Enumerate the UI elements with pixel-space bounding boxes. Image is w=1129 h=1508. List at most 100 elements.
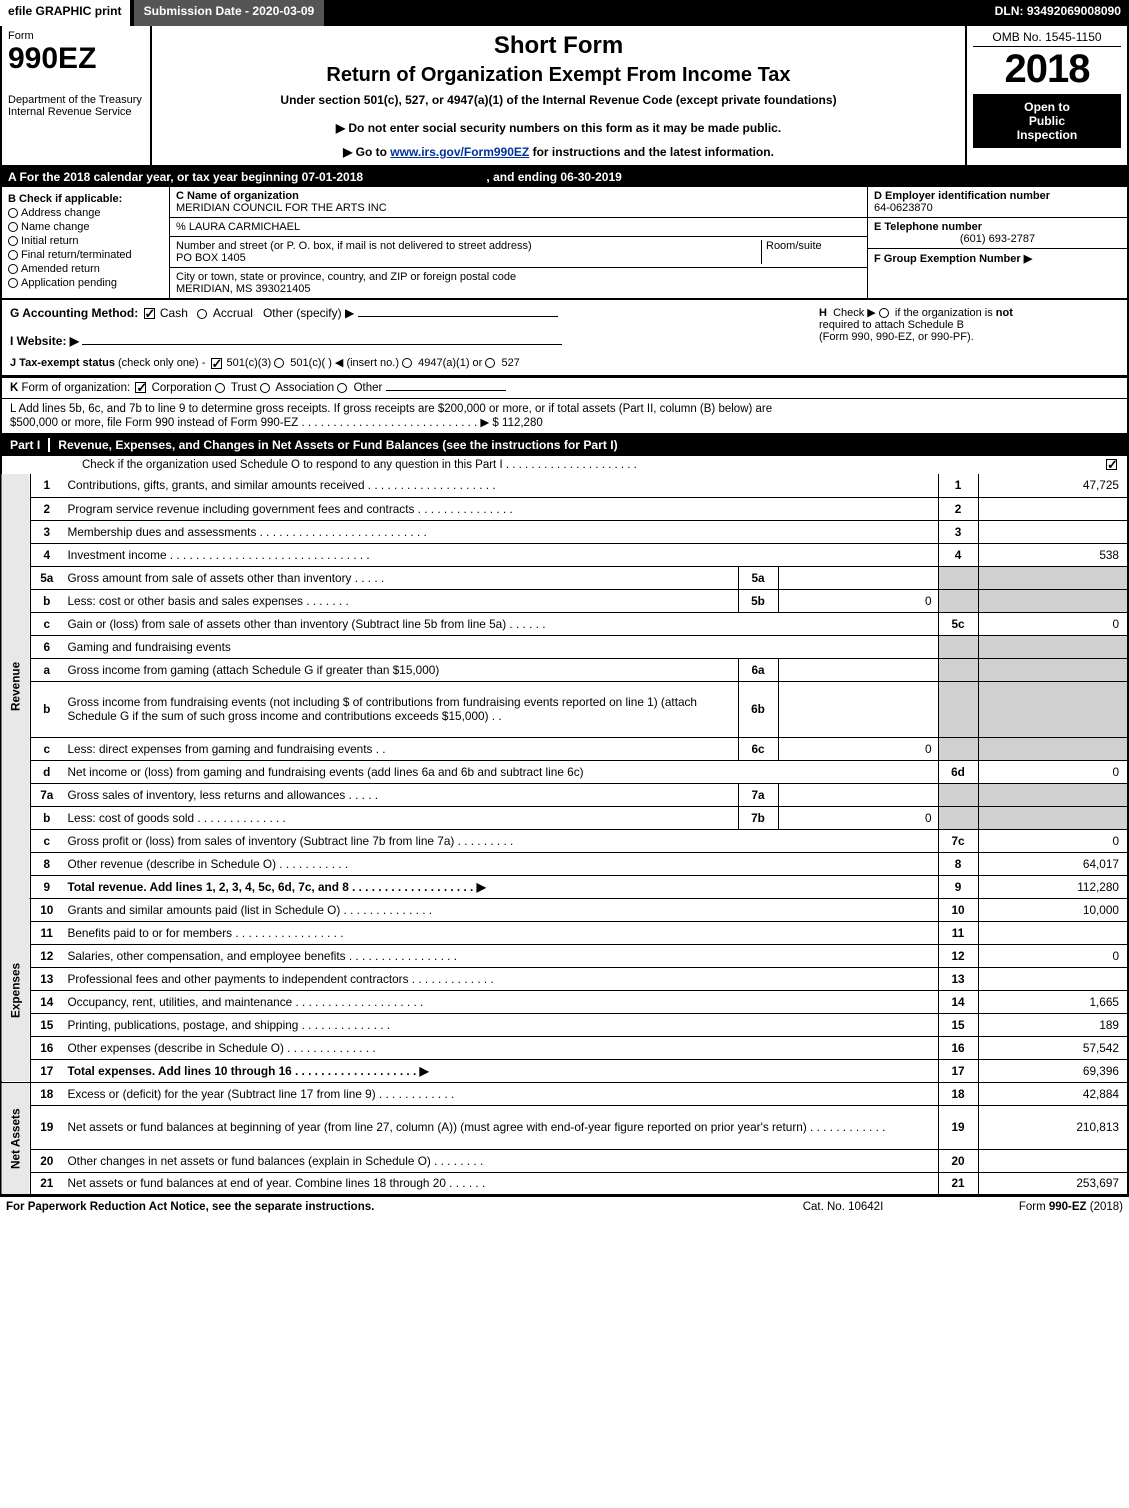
line-no: c [31,737,63,760]
j-501c3[interactable] [211,358,222,369]
b-item-address[interactable]: Address change [8,207,163,219]
line-no: 16 [31,1036,63,1059]
line-amt: 42,884 [978,1082,1128,1105]
instructions-link[interactable]: www.irs.gov/Form990EZ [390,145,529,159]
b-item-amended[interactable]: Amended return [8,263,163,275]
line-desc: Net assets or fund balances at beginning… [63,1105,939,1149]
line-amt: 0 [978,944,1128,967]
form-header: Form 990EZ Department of the Treasury In… [0,26,1129,167]
line-amt: 210,813 [978,1105,1128,1149]
efile-label[interactable]: efile GRAPHIC print [0,0,130,26]
line-amt: 69,396 [978,1059,1128,1082]
ssn-warning: ▶ Do not enter social security numbers o… [162,121,955,135]
b-item-initial[interactable]: Initial return [8,235,163,247]
d-ein: 64-0623870 [874,202,1121,214]
line-box [938,737,978,760]
line-amt [978,967,1128,990]
inner-box: 6a [738,658,778,681]
submission-date: Submission Date - 2020-03-09 [134,0,325,26]
b-item-pending[interactable]: Application pending [8,277,163,289]
line-box: 8 [938,852,978,875]
line-box [938,681,978,737]
line-desc: Less: cost of goods sold . . . . . . . .… [63,806,739,829]
line-desc: Gross profit or (loss) from sales of inv… [63,829,939,852]
g-accrual-check[interactable] [197,309,207,319]
line-amt [978,737,1128,760]
e-label: E Telephone number [874,221,1121,233]
line-desc: Total expenses. Add lines 10 through 16 … [63,1059,939,1082]
j-527[interactable] [485,358,495,368]
footer-cat: Cat. No. 10642I [743,1201,943,1213]
footer-left: For Paperwork Reduction Act Notice, see … [6,1201,743,1213]
city-val: MERIDIAN, MS 393021405 [176,283,861,295]
line-amt: 112,280 [978,875,1128,898]
line-box: 7c [938,829,978,852]
line-box: 15 [938,1013,978,1036]
line-no: 15 [31,1013,63,1036]
line-box: 13 [938,967,978,990]
h-line1: H Check ▶ if the organization is not [819,306,1119,319]
k-trust[interactable] [215,383,225,393]
go-post: for instructions and the latest informat… [529,145,774,159]
footer: For Paperwork Reduction Act Notice, see … [0,1196,1129,1217]
section-c: C Name of organization MERIDIAN COUNCIL … [170,187,867,298]
footer-form: Form 990-EZ (2018) [943,1201,1123,1213]
line-desc: Total revenue. Add lines 1, 2, 3, 4, 5c,… [63,875,939,898]
line-box [938,589,978,612]
section-b: B Check if applicable: Address change Na… [2,187,170,298]
inner-amt: 0 [778,806,938,829]
side-label: Revenue [1,474,31,898]
inner-amt [778,681,938,737]
dln: DLN: 93492069008090 [987,0,1129,26]
k-corp[interactable] [135,382,146,393]
line-amt: 189 [978,1013,1128,1036]
street-val: PO BOX 1405 [176,252,761,264]
side-label: Net Assets [1,1082,31,1195]
part-i-header: Part I Revenue, Expenses, and Changes in… [0,434,1129,456]
lines-table: Revenue1Contributions, gifts, grants, an… [0,474,1129,1196]
line-no: 7a [31,783,63,806]
line-desc: Investment income . . . . . . . . . . . … [63,543,939,566]
k-other[interactable] [337,383,347,393]
line-no: 17 [31,1059,63,1082]
line-desc: Less: cost or other basis and sales expe… [63,589,739,612]
line-desc: Gross income from fundraising events (no… [63,681,739,737]
line-no: 21 [31,1172,63,1195]
k-assoc[interactable] [260,383,270,393]
line-desc: Gross amount from sale of assets other t… [63,566,739,589]
line-box: 9 [938,875,978,898]
short-form-title: Short Form [162,32,955,60]
line-desc: Net income or (loss) from gaming and fun… [63,760,939,783]
form-number: 990EZ [8,42,144,76]
inner-amt [778,566,938,589]
j-501c[interactable] [274,358,284,368]
part-i-schedule-o-check[interactable] [1106,459,1117,470]
line-desc: Other revenue (describe in Schedule O) .… [63,852,939,875]
line-amt: 0 [978,829,1128,852]
dept-irs: Internal Revenue Service [8,106,144,118]
part-i-sub: Check if the organization used Schedule … [0,456,1129,474]
row-l: L Add lines 5b, 6c, and 7b to line 9 to … [0,399,1129,434]
g-cash-check[interactable] [144,308,155,319]
line-amt [978,1149,1128,1172]
h-check[interactable] [879,308,889,318]
return-title: Return of Organization Exempt From Incom… [162,64,955,87]
section-g-h-i-j: G Accounting Method: Cash Accrual Other … [0,300,1129,377]
j-4947[interactable] [402,358,412,368]
line-no: d [31,760,63,783]
line-amt [978,921,1128,944]
line-amt: 0 [978,612,1128,635]
line-no: 9 [31,875,63,898]
line-no: 19 [31,1105,63,1149]
line-no: 18 [31,1082,63,1105]
part-title: Revenue, Expenses, and Changes in Net As… [58,438,617,452]
under-section: Under section 501(c), 527, or 4947(a)(1)… [162,93,955,107]
line-box [938,783,978,806]
b-item-name[interactable]: Name change [8,221,163,233]
line-no: c [31,829,63,852]
b-item-final[interactable]: Final return/terminated [8,249,163,261]
line-box: 19 [938,1105,978,1149]
open-to-public: Open to Public Inspection [973,94,1121,148]
line-amt: 1,665 [978,990,1128,1013]
part-number: Part I [10,438,50,452]
